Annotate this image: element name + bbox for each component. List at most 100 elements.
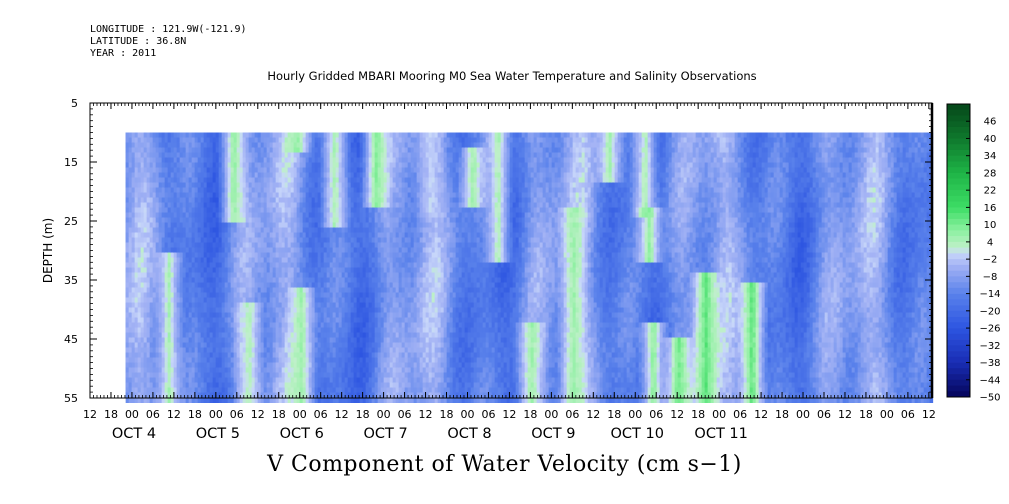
heatmap-cell (311, 157, 316, 163)
heatmap-cell (194, 217, 199, 223)
heatmap-cell (371, 242, 376, 248)
heatmap-cell (338, 302, 343, 308)
heatmap-cell (170, 292, 175, 298)
heatmap-cell (278, 262, 283, 268)
heatmap-cell (206, 132, 211, 138)
heatmap-cell (272, 392, 277, 398)
heatmap-cell (338, 332, 343, 338)
heatmap-cell (164, 197, 169, 203)
heatmap-cell (347, 197, 352, 203)
heatmap-cell (365, 312, 370, 318)
heatmap-cell (332, 252, 337, 258)
heatmap-cell (146, 377, 151, 383)
heatmap-cell (263, 387, 268, 393)
heatmap-cell (326, 382, 331, 388)
heatmap-cell (332, 172, 337, 178)
heatmap-cell (215, 282, 220, 288)
heatmap-cell (209, 182, 214, 188)
heatmap-cell (317, 202, 322, 208)
heatmap-cell (248, 397, 253, 403)
heatmap-cell (188, 317, 193, 323)
heatmap-cell (284, 327, 289, 333)
heatmap-cell (317, 247, 322, 253)
heatmap-cell (332, 282, 337, 288)
heatmap-cell (389, 252, 394, 258)
heatmap-cell (332, 297, 337, 303)
heatmap-cell (305, 147, 310, 153)
heatmap-cell (398, 252, 403, 258)
heatmap-cell (365, 212, 370, 218)
heatmap-cell (170, 192, 175, 198)
heatmap-cell (362, 387, 367, 393)
heatmap-cell (302, 377, 307, 383)
heatmap-cell (353, 192, 358, 198)
heatmap-cell (143, 227, 148, 233)
heatmap-cell (245, 252, 250, 258)
heatmap-cell (173, 162, 178, 168)
heatmap-cell (260, 307, 265, 313)
heatmap-cell (389, 167, 394, 173)
heatmap-cell (161, 277, 166, 283)
heatmap-cell (350, 167, 355, 173)
heatmap-cell (218, 352, 223, 358)
heatmap-cell (131, 222, 136, 228)
heatmap-cell (260, 347, 265, 353)
heatmap-cell (269, 227, 274, 233)
heatmap-cell (203, 197, 208, 203)
heatmap-cell (386, 287, 391, 293)
heatmap-cell (290, 382, 295, 388)
heatmap-cell (254, 257, 259, 263)
heatmap-cell (230, 357, 235, 363)
heatmap-cell (260, 217, 265, 223)
heatmap-cell (128, 372, 133, 378)
heatmap-cell (353, 232, 358, 238)
heatmap-cell (347, 367, 352, 373)
heatmap-cell (290, 367, 295, 373)
heatmap-cell (125, 262, 130, 268)
heatmap-cell (302, 212, 307, 218)
heatmap-cell (212, 392, 217, 398)
heatmap-cell (281, 377, 286, 383)
heatmap-cell (335, 132, 340, 138)
heatmap-cell (359, 372, 364, 378)
heatmap-cell (167, 242, 172, 248)
heatmap-cell (125, 237, 130, 243)
heatmap-cell (164, 262, 169, 268)
heatmap-cell (275, 377, 280, 383)
heatmap-cell (281, 297, 286, 303)
heatmap-cell (170, 137, 175, 143)
heatmap-cell (296, 302, 301, 308)
heatmap-cell (128, 397, 133, 403)
heatmap-cell (164, 397, 169, 403)
heatmap-cell (293, 302, 298, 308)
heatmap-cell (233, 312, 238, 318)
heatmap-cell (389, 347, 394, 353)
heatmap-cell (224, 382, 229, 388)
heatmap-cell (197, 242, 202, 248)
heatmap-cell (221, 192, 226, 198)
heatmap-cell (380, 162, 385, 168)
heatmap-cell (281, 397, 286, 403)
heatmap-cell (326, 232, 331, 238)
heatmap-cell (341, 337, 346, 343)
heatmap-cell (227, 222, 232, 228)
heatmap-cell (305, 317, 310, 323)
heatmap-cell (374, 307, 379, 313)
heatmap-cell (155, 282, 160, 288)
heatmap-cell (371, 247, 376, 253)
heatmap-cell (341, 312, 346, 318)
heatmap-cell (170, 337, 175, 343)
heatmap-cell (152, 327, 157, 333)
heatmap-cell (239, 317, 244, 323)
heatmap-cell (245, 397, 250, 403)
heatmap-cell (338, 352, 343, 358)
heatmap-cell (383, 152, 388, 158)
heatmap-cell (359, 312, 364, 318)
heatmap-cell (398, 237, 403, 243)
heatmap-cell (248, 192, 253, 198)
heatmap-cell (338, 162, 343, 168)
heatmap-cell (326, 177, 331, 183)
heatmap-cell (200, 202, 205, 208)
heatmap-cell (284, 222, 289, 228)
heatmap-cell (284, 272, 289, 278)
